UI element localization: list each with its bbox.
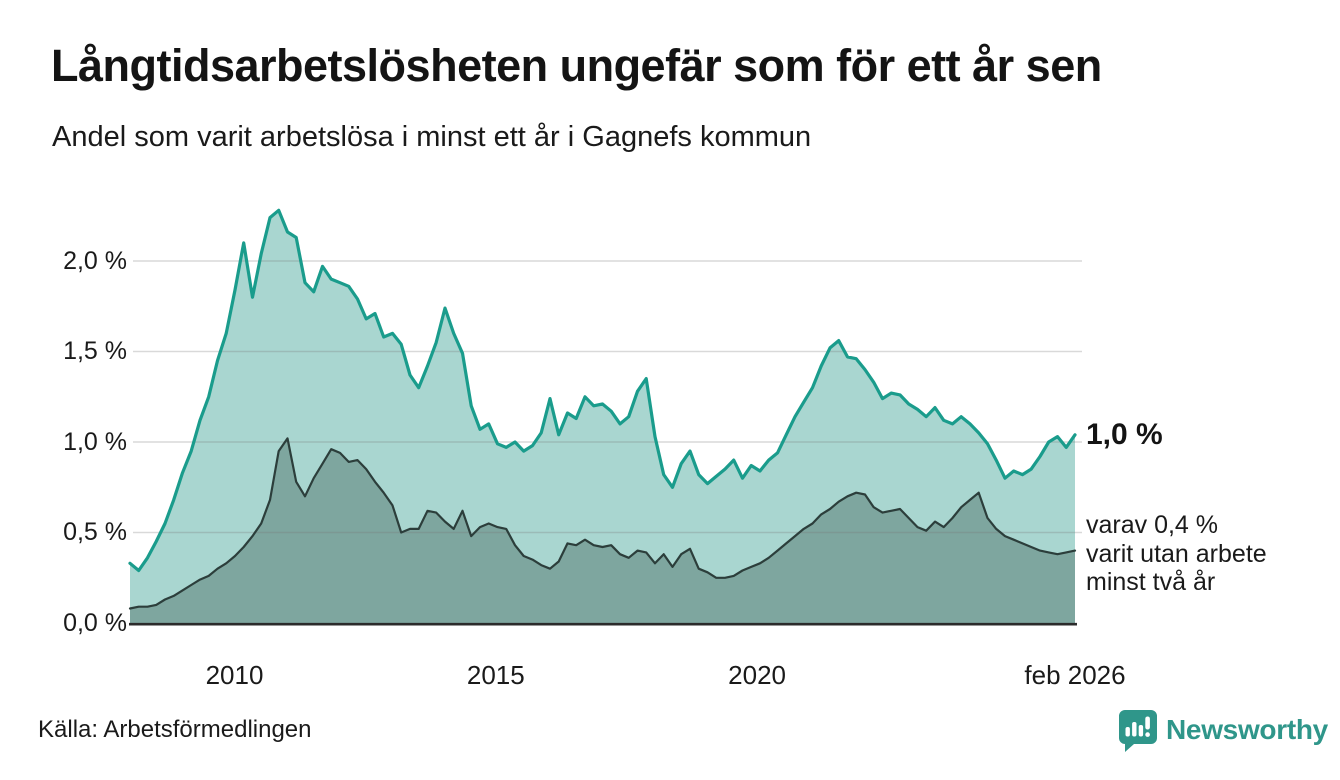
y-axis-label: 1,0 % — [63, 427, 127, 456]
secondary-annotation: varav 0,4 % varit utan arbete minst två … — [1086, 511, 1267, 597]
series-area-2 — [130, 438, 1075, 623]
y-axis-label: 0,0 % — [63, 608, 127, 637]
source-note: Källa: Arbetsförmedlingen — [38, 716, 312, 743]
x-axis-label: 2015 — [466, 660, 525, 690]
end-value-label: 1,0 % — [1086, 418, 1163, 451]
newsworthy-bar-chart-icon — [1119, 710, 1157, 752]
newsworthy-wordmark: Newsworthy — [1166, 714, 1328, 745]
newsworthy-logo: Newsworthy — [1116, 707, 1328, 753]
secondary-annotation-line3: minst två år — [1086, 568, 1216, 596]
y-axis-label: 0,5 % — [63, 518, 127, 546]
x-axis-label: 2010 — [205, 660, 264, 690]
page-subtitle: Andel som varit arbetslösa i minst ett å… — [52, 121, 812, 153]
secondary-annotation-line2: varit utan arbete — [1086, 539, 1267, 568]
x-axis-label: feb 2026 — [1024, 660, 1126, 690]
page-title: Långtidsarbetslösheten ungefär som för e… — [51, 40, 1102, 91]
secondary-annotation-line1: varav 0,4 % — [1086, 511, 1219, 539]
y-axis-label: 1,5 % — [63, 337, 127, 365]
x-axis-label: 2020 — [728, 660, 787, 690]
series-line-2 — [128, 437, 1077, 610]
series-line-1 — [128, 208, 1077, 573]
y-axis-label: 2,0 % — [63, 246, 127, 275]
